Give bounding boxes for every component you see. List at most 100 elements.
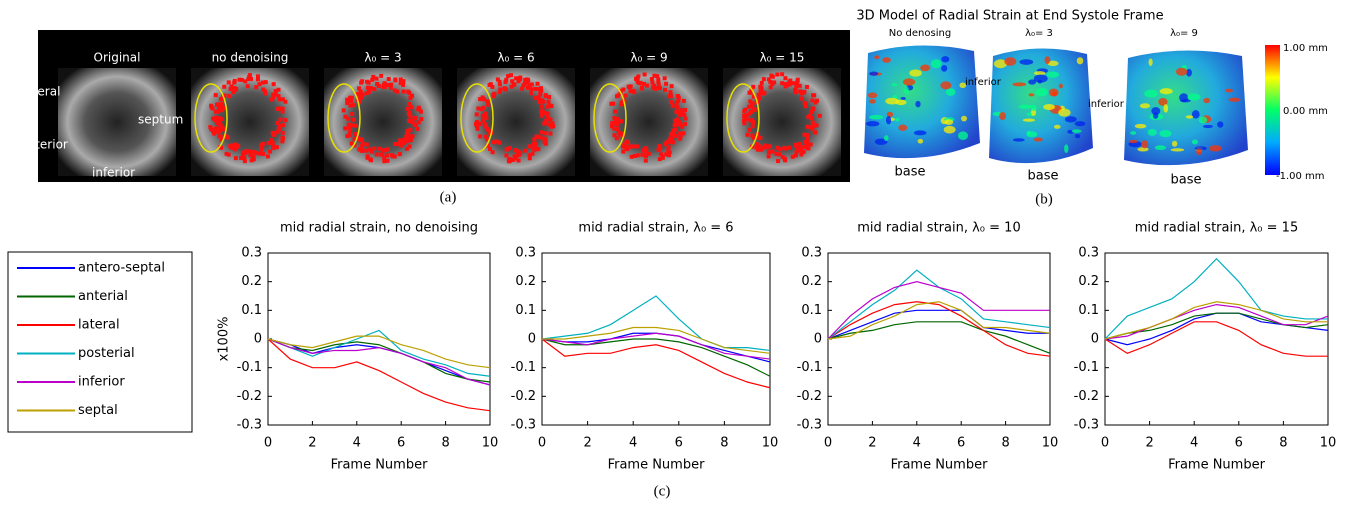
strain-model	[989, 48, 1093, 164]
tracked-point	[787, 145, 792, 150]
tracked-point	[260, 80, 265, 85]
highlight-ellipse	[593, 83, 627, 153]
tracked-point	[497, 89, 502, 94]
strain-patch	[943, 125, 956, 134]
tracked-point	[229, 84, 234, 89]
tracked-point	[674, 100, 679, 105]
tracked-point	[271, 132, 276, 137]
tracked-point	[756, 92, 761, 97]
tracked-point	[217, 116, 222, 121]
strain-patch	[913, 130, 927, 136]
tracked-point	[374, 76, 379, 81]
strain-patch	[1033, 74, 1048, 83]
strain-patch	[1209, 145, 1222, 152]
tracked-point	[476, 106, 481, 111]
strain-patch	[1030, 104, 1037, 111]
tracked-point	[271, 82, 276, 87]
series-line	[541, 338, 771, 389]
tracked-point	[348, 103, 353, 108]
x-tick-label: 10	[482, 436, 499, 451]
strain-patch	[920, 64, 931, 72]
strain-patch	[1186, 68, 1192, 77]
tracked-point	[407, 101, 412, 106]
y-tick-label: 0	[1091, 332, 1099, 347]
x-axis-label: Frame Number	[1168, 458, 1266, 473]
y-tick-label: -0.1	[797, 360, 822, 375]
y-tick-label: -0.2	[1074, 389, 1099, 404]
tracked-point	[806, 114, 811, 119]
series-line	[827, 281, 1050, 340]
tracked-point	[544, 118, 549, 123]
tracked-point	[664, 140, 669, 145]
tracked-point	[669, 132, 674, 137]
strain-patch	[1176, 67, 1188, 76]
tracked-point	[545, 111, 550, 116]
tracked-point	[755, 96, 760, 101]
tracked-point	[675, 122, 680, 127]
tracked-point	[547, 95, 552, 100]
tracked-point	[768, 79, 773, 84]
tracked-point	[646, 151, 651, 156]
tracked-point	[280, 106, 285, 111]
tracked-point	[670, 103, 675, 108]
series-line	[541, 338, 771, 377]
x-tick-label: 8	[720, 436, 728, 451]
tracked-point	[548, 117, 553, 122]
tracked-point	[633, 76, 638, 81]
tracked-point	[346, 116, 351, 121]
strain-patch	[874, 138, 888, 145]
y-tick-label: 0.2	[515, 274, 536, 289]
strain-patch	[1046, 71, 1059, 78]
y-tick-label: 0.1	[241, 303, 262, 318]
tracked-point	[536, 147, 541, 152]
tracked-point	[669, 84, 674, 89]
tracked-point	[813, 130, 818, 135]
tracked-point	[613, 109, 618, 114]
tracked-point	[409, 105, 414, 110]
tracked-point	[775, 145, 780, 150]
tracked-point	[407, 118, 412, 123]
tracked-point	[793, 153, 798, 158]
strain-patch	[1051, 91, 1058, 97]
tracked-point	[265, 154, 270, 159]
tracked-point	[278, 123, 283, 128]
strain-patch	[959, 82, 967, 89]
tracked-point	[800, 96, 805, 101]
tracked-point	[612, 126, 617, 131]
tracked-point	[412, 116, 417, 121]
tracked-point	[474, 112, 479, 117]
series-line	[267, 338, 491, 412]
tracked-point	[242, 159, 247, 164]
tracked-point	[783, 76, 788, 81]
model-label: λ₀= 3	[1025, 28, 1053, 39]
tracked-point	[803, 102, 808, 107]
tracked-point	[809, 110, 814, 115]
tracked-point	[610, 124, 615, 129]
x-tick-label: 8	[1279, 436, 1287, 451]
y-tick-label: 0	[254, 332, 262, 347]
tracked-point	[538, 92, 543, 97]
tracked-point	[482, 113, 487, 118]
tracked-point	[614, 118, 619, 123]
strain-patch	[1191, 110, 1200, 119]
x-tick-label: 10	[1042, 436, 1059, 451]
tracked-point	[742, 114, 747, 119]
tracked-point	[670, 139, 675, 144]
x-tick-label: 4	[1190, 436, 1198, 451]
tile-label: λ₀ = 3	[364, 51, 401, 65]
tracked-point	[492, 91, 497, 96]
tracked-point	[533, 86, 538, 91]
caption: (a)	[440, 189, 457, 205]
tracked-point	[657, 86, 662, 91]
tracked-point	[635, 153, 640, 158]
tracked-point	[529, 87, 534, 92]
highlight-ellipse	[460, 83, 494, 153]
tracked-point	[545, 104, 550, 109]
chart-title: mid radial strain, no denoising	[280, 221, 478, 236]
tracked-point	[621, 87, 626, 92]
strain-patch	[882, 57, 891, 63]
tracked-point	[358, 147, 363, 152]
x-tick-label: 2	[868, 436, 876, 451]
tracked-point	[795, 77, 800, 82]
tracked-point	[543, 141, 548, 146]
